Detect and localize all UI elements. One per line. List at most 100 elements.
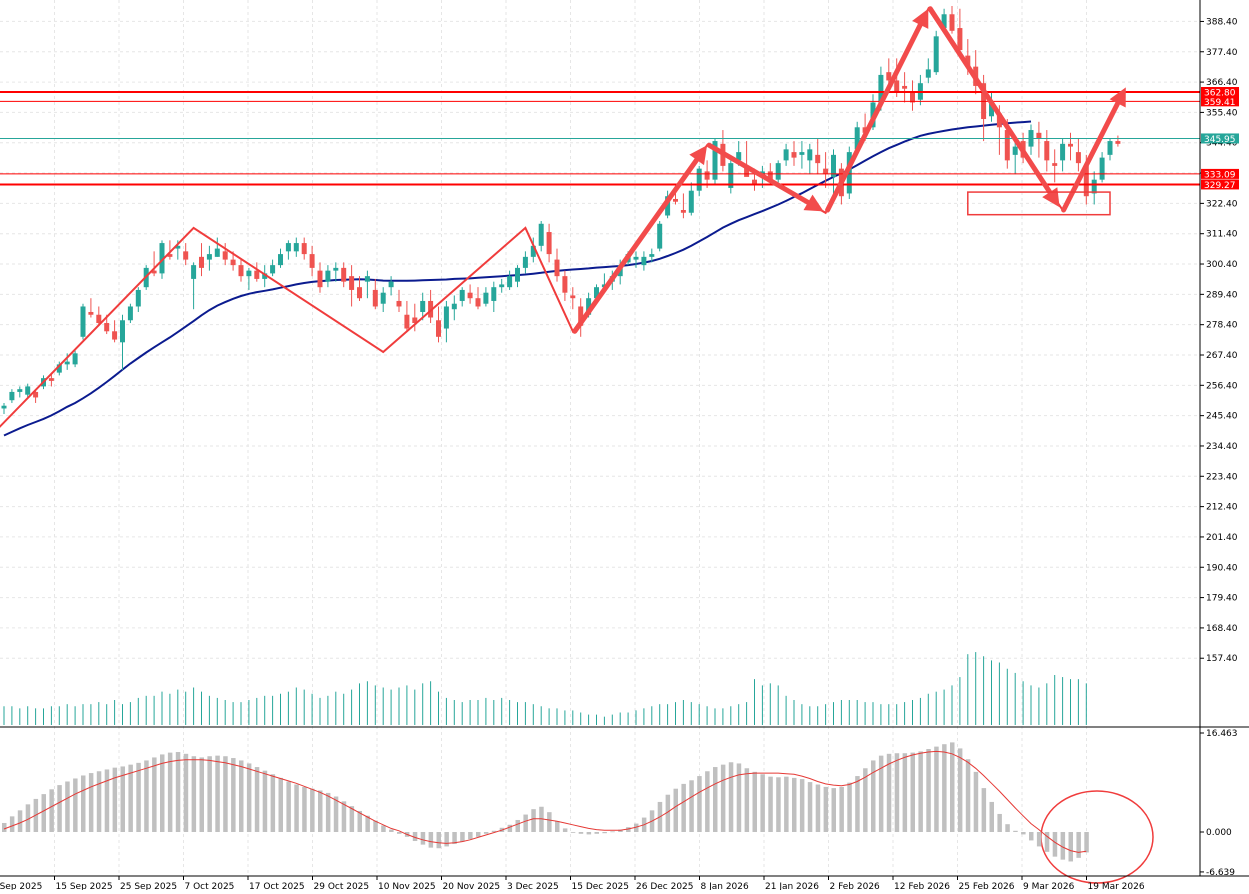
candle-up xyxy=(206,254,212,260)
date-tick-label: 12 Feb 2026 xyxy=(894,882,950,890)
histogram-bar xyxy=(96,771,102,832)
candle-down xyxy=(475,298,481,307)
histogram-bar xyxy=(910,752,915,832)
histogram-bar xyxy=(270,774,276,832)
price-tick-label: 366.40 xyxy=(1206,78,1238,88)
histogram-bar xyxy=(2,822,7,832)
candle-up xyxy=(459,289,465,301)
candle-down xyxy=(546,232,552,255)
candle-up xyxy=(388,281,394,288)
histogram-bar xyxy=(420,832,426,845)
date-tick-label: 20 Nov 2025 xyxy=(443,882,501,890)
level-label: 362.80 xyxy=(1204,89,1236,99)
candle-up xyxy=(925,69,931,78)
histogram-bar xyxy=(476,832,481,837)
candle-down xyxy=(104,323,110,332)
candle-down xyxy=(199,256,204,268)
histogram-bar xyxy=(468,832,473,840)
histogram-bar xyxy=(855,776,860,832)
histogram-bar xyxy=(578,832,584,834)
candle-down xyxy=(428,300,434,318)
histogram-bar xyxy=(325,792,331,832)
level-label: 359.41 xyxy=(1204,98,1236,108)
candle-down xyxy=(1075,152,1081,164)
histogram-bar xyxy=(1005,824,1010,832)
price-tick-label: 212.40 xyxy=(1206,503,1238,513)
candle-down xyxy=(752,179,757,186)
candle-up xyxy=(175,245,181,249)
date-tick-label: 2 Feb 2026 xyxy=(830,882,881,890)
histogram-bar xyxy=(341,801,347,832)
histogram-bar xyxy=(547,812,552,832)
histogram-bar xyxy=(120,766,125,832)
histogram-bar xyxy=(799,779,805,832)
candle-up xyxy=(9,391,15,401)
histogram-bar xyxy=(88,773,94,832)
histogram-bar xyxy=(863,768,868,832)
histogram-bar xyxy=(965,759,971,832)
date-tick-label: 29 Oct 2025 xyxy=(314,882,370,890)
histogram-bar xyxy=(626,827,631,832)
date-tick-label: 26 Dec 2025 xyxy=(636,882,694,890)
histogram-bar xyxy=(997,813,1002,832)
candle-down xyxy=(436,320,441,337)
candle-down xyxy=(570,295,576,299)
histogram-bar xyxy=(81,775,86,832)
histogram-bar xyxy=(278,777,283,832)
histogram-bar xyxy=(981,788,987,832)
date-tick-label: 25 Feb 2026 xyxy=(959,882,1015,890)
candle-down xyxy=(554,259,560,277)
candle-down xyxy=(1004,130,1010,161)
date-tick-label: 17 Oct 2025 xyxy=(249,882,305,890)
histogram-bar xyxy=(602,832,607,834)
histogram-bar xyxy=(167,752,173,832)
histogram-bar xyxy=(175,752,181,832)
histogram-bar xyxy=(41,794,46,832)
histogram-bar xyxy=(807,782,813,832)
candle-up xyxy=(278,254,283,266)
candle-up xyxy=(728,163,734,188)
candle-down xyxy=(183,251,189,260)
candle-down xyxy=(1115,141,1121,144)
histogram-bar xyxy=(436,832,441,849)
candle-up xyxy=(246,270,252,277)
histogram-bar xyxy=(136,762,141,832)
price-tick-label: 179.40 xyxy=(1206,594,1238,604)
histogram-bar xyxy=(728,762,734,832)
histogram-bar xyxy=(515,819,520,832)
histogram-bar xyxy=(539,806,544,832)
histogram-bar xyxy=(847,782,852,832)
histogram-bar xyxy=(191,756,197,832)
candle-up xyxy=(380,292,386,304)
histogram-bar xyxy=(681,783,686,832)
histogram-bar xyxy=(9,816,15,832)
candle-up xyxy=(333,267,339,271)
histogram-bar xyxy=(776,777,781,832)
price-tick-label: 289.40 xyxy=(1206,290,1238,300)
candle-down xyxy=(222,251,228,260)
histogram-bar xyxy=(894,753,900,832)
arrow-up-2-shaft xyxy=(825,22,923,213)
level-lines xyxy=(0,91,1200,186)
osc-tick-label: 0.000 xyxy=(1206,828,1232,838)
histogram-bar xyxy=(254,767,260,832)
candle-down xyxy=(886,72,892,81)
histogram-bar xyxy=(713,767,718,832)
histogram-bar xyxy=(1044,832,1050,852)
histogram-bar xyxy=(531,809,536,832)
candle-up xyxy=(831,154,836,177)
candle-down xyxy=(996,113,1002,128)
histogram-bar xyxy=(412,832,418,842)
candle-up xyxy=(325,270,331,282)
histogram-bar xyxy=(223,756,228,832)
histogram-bar xyxy=(973,771,979,832)
histogram-bar xyxy=(302,786,307,832)
price-tick-label: 377.40 xyxy=(1206,48,1238,58)
histogram-panel xyxy=(2,742,1089,862)
histogram-bar xyxy=(570,832,576,833)
histogram-bar xyxy=(460,832,465,842)
candle-down xyxy=(254,270,260,279)
annotations xyxy=(572,6,1154,884)
candle-down xyxy=(957,28,963,51)
